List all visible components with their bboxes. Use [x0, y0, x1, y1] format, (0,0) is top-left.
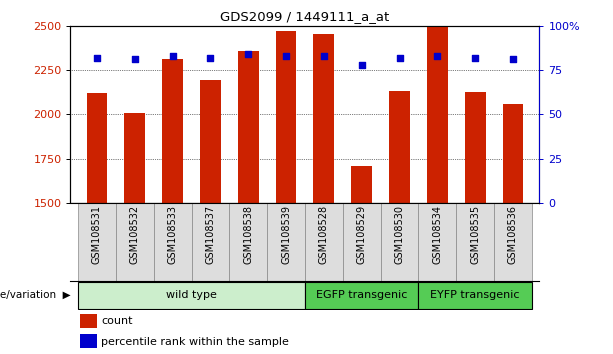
- Text: GSM108530: GSM108530: [395, 205, 405, 264]
- Text: GSM108539: GSM108539: [281, 205, 291, 264]
- Text: genotype/variation  ▶: genotype/variation ▶: [0, 290, 70, 300]
- Point: [508, 57, 518, 62]
- Bar: [162, 59, 183, 203]
- Bar: [343, 203, 381, 281]
- Text: GSM108533: GSM108533: [167, 205, 178, 264]
- Point: [130, 57, 140, 62]
- Text: GSM108534: GSM108534: [432, 205, 443, 264]
- Bar: [419, 281, 532, 309]
- Bar: [465, 92, 485, 203]
- Point: [92, 55, 102, 61]
- Bar: [427, 27, 447, 203]
- Bar: [229, 203, 267, 281]
- Point: [243, 51, 253, 57]
- Point: [432, 53, 442, 59]
- Text: GSM108535: GSM108535: [470, 205, 480, 264]
- Bar: [381, 203, 419, 281]
- Bar: [238, 51, 259, 203]
- Bar: [78, 281, 305, 309]
- Bar: [305, 281, 419, 309]
- Bar: [116, 203, 154, 281]
- Bar: [80, 334, 97, 348]
- Bar: [351, 166, 372, 203]
- Bar: [200, 80, 221, 203]
- Bar: [305, 203, 343, 281]
- Bar: [78, 203, 116, 281]
- Text: GSM108536: GSM108536: [508, 205, 518, 264]
- Bar: [154, 203, 191, 281]
- Text: GSM108537: GSM108537: [205, 205, 215, 264]
- Text: GSM108529: GSM108529: [357, 205, 367, 264]
- Bar: [276, 31, 297, 203]
- Bar: [267, 203, 305, 281]
- Point: [205, 55, 215, 61]
- Bar: [80, 314, 97, 328]
- Text: GSM108532: GSM108532: [130, 205, 140, 264]
- Bar: [503, 104, 524, 203]
- Point: [319, 53, 329, 59]
- Point: [281, 53, 291, 59]
- Text: EYFP transgenic: EYFP transgenic: [430, 290, 520, 300]
- Text: percentile rank within the sample: percentile rank within the sample: [101, 337, 289, 347]
- Text: wild type: wild type: [166, 290, 217, 300]
- Text: EGFP transgenic: EGFP transgenic: [316, 290, 408, 300]
- Title: GDS2099 / 1449111_a_at: GDS2099 / 1449111_a_at: [220, 10, 390, 23]
- Text: count: count: [101, 316, 133, 326]
- Bar: [124, 113, 145, 203]
- Point: [357, 62, 367, 68]
- Text: GSM108531: GSM108531: [92, 205, 102, 264]
- Point: [470, 55, 480, 61]
- Text: GSM108528: GSM108528: [319, 205, 329, 264]
- Point: [395, 55, 405, 61]
- Bar: [456, 203, 494, 281]
- Bar: [494, 203, 532, 281]
- Bar: [313, 34, 334, 203]
- Point: [168, 53, 178, 59]
- Bar: [86, 93, 107, 203]
- Bar: [389, 91, 410, 203]
- Bar: [419, 203, 456, 281]
- Text: GSM108538: GSM108538: [243, 205, 253, 264]
- Bar: [191, 203, 229, 281]
